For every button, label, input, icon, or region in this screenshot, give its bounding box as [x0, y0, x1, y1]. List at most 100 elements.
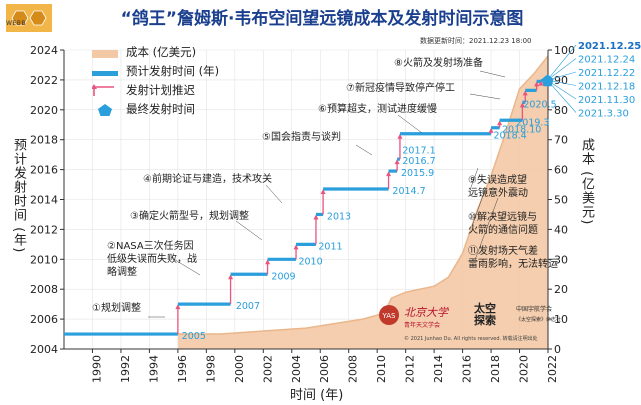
delay-arrowhead	[313, 214, 319, 220]
y2-tick-label: 80	[554, 104, 568, 117]
svg-text:YAS: YAS	[382, 312, 397, 320]
delay-arrowhead	[538, 80, 544, 86]
x-axis-label: 时间 (年)	[290, 388, 344, 403]
delay-arrowhead	[293, 244, 299, 250]
y2-tick-label: 30	[554, 253, 568, 266]
y-tick-label: 2012	[30, 223, 58, 236]
annotation-leader	[479, 70, 506, 78]
header-banner: WEBB “鸽王”詹姆斯·韦布空间望远镜成本及发射时间示意图	[0, 0, 641, 36]
y2-tick-label: 100	[554, 44, 575, 57]
right-date-label: 2021.11.30	[578, 95, 635, 106]
x-tick-label: 2020	[518, 355, 531, 383]
date-label: 2009	[271, 271, 295, 282]
date-leader-line	[547, 79, 577, 113]
delay-arrowhead	[386, 171, 392, 177]
yas-logo-icon: YAS	[379, 305, 399, 325]
final-launch-marker	[541, 74, 554, 87]
right-date-label: 2021.12.22	[578, 68, 635, 79]
x-tick-label: 1992	[119, 355, 132, 383]
y2-tick-label: 90	[554, 74, 568, 87]
pentagon-icon	[92, 103, 118, 117]
date-leader-line	[547, 58, 577, 81]
y2-tick-label: 50	[554, 194, 568, 207]
annotation-10: ⑩解决望远镜与火箭的通信问题	[468, 210, 538, 236]
y-tick-label: 2006	[30, 313, 58, 326]
x-tick-label: 1998	[204, 355, 217, 383]
delay-arrowhead	[488, 127, 494, 133]
y-tick-label: 2008	[30, 283, 58, 296]
x-tick-label: 2004	[290, 355, 303, 383]
x-tick-label: 2002	[261, 355, 274, 383]
annotation-5: ⑤国会指责与谈判	[262, 130, 341, 143]
x-tick-label: 2000	[233, 355, 246, 383]
annotation-line: 低级失误而失败，战	[107, 252, 197, 265]
date-label: 2017.1	[402, 146, 435, 157]
date-label: 2013	[327, 211, 351, 222]
delay-arrowhead	[522, 90, 528, 96]
date-label: 2005	[182, 331, 206, 342]
delay-arrowhead	[397, 133, 403, 139]
y2-tick-label: 70	[554, 134, 568, 147]
x-tick-label: 1990	[90, 355, 103, 383]
page-title: “鸽王”詹姆斯·韦布空间望远镜成本及发射时间示意图	[120, 9, 524, 29]
legend-delay-label: 发射计划推迟	[126, 83, 195, 97]
date-label: 2014.7	[392, 186, 425, 197]
y2-axis-label: 成本 (亿美元)	[579, 138, 594, 226]
delay-arrowhead	[497, 120, 503, 126]
y2-tick-label: 0	[554, 343, 561, 356]
logo-text: WEBB	[6, 20, 26, 27]
y-tick-label: 2018	[30, 134, 58, 147]
x-tick-label: 2010	[375, 355, 388, 383]
annotation-leader	[265, 184, 283, 204]
annotation-1: ①规划调整	[92, 301, 141, 314]
legend-item-cost: 成本 (亿美元)	[92, 44, 242, 63]
annotation-leader	[474, 197, 499, 261]
date-leader-line	[547, 44, 577, 81]
y-tick-label: 2024	[30, 44, 58, 57]
y2-tick-label: 60	[554, 164, 568, 177]
date-label: 2010	[298, 256, 322, 267]
annotation-line: ②NASA三次任务因	[107, 239, 194, 252]
legend-item-delay: 发射计划推迟	[91, 82, 242, 101]
x-tick-label: 2016	[461, 355, 474, 383]
annotation-leader	[397, 114, 423, 134]
y-tick-label: 2014	[30, 194, 58, 207]
annotation-leader	[235, 220, 263, 241]
right-date-label: 2021.12.25	[578, 41, 641, 52]
cost-line	[177, 55, 549, 335]
annotation-leader	[469, 167, 479, 191]
annotation-line: ④前期论证与建造，技术攻关	[143, 172, 272, 185]
annotation-line: ⑧火箭及发射场准备	[394, 56, 483, 69]
x-tick-label: 2008	[347, 355, 360, 383]
annotation-line: ⑨失误造成望	[468, 173, 527, 186]
annotation-line: 雷雨影响，无法转运	[468, 257, 558, 270]
update-time: 数据更新时间：2021.12.23 18:00	[420, 37, 532, 45]
x-tick-label: 1994	[147, 355, 160, 383]
annotation-line: ⑩解决望远镜与	[468, 210, 537, 223]
delay-arrowhead	[320, 189, 326, 195]
x-tick-label: 2012	[404, 355, 417, 383]
y-tick-label: 2004	[30, 343, 58, 356]
annotation-line: ⑦新冠疫情导致停产停工	[346, 81, 455, 94]
annotation-line: ⑪发射场天气差	[468, 244, 538, 257]
annotation-leader	[469, 93, 501, 100]
annotation-11: ⑪发射场天气差雷雨影响，无法转运	[468, 244, 558, 270]
credits-block: YAS 北京大学 青年天文学会 太空探索 中国宇航学会 《太空探索》杂志社	[378, 302, 608, 342]
right-date-label: 2021.3.30	[578, 109, 629, 120]
annotation-4: ④前期论证与建造，技术攻关	[143, 172, 272, 185]
date-label: 2018.4	[493, 131, 526, 142]
delay-arrowhead	[175, 304, 181, 310]
legend-cost-label: 成本 (亿美元)	[126, 45, 197, 59]
date-label: 2019.3	[516, 117, 549, 128]
annotation-line: 火箭的通信问题	[468, 223, 538, 236]
right-date-label: 2021.12.24	[578, 55, 635, 66]
legend-final-label: 最终发射时间	[126, 102, 195, 116]
x-tick-label: 1996	[176, 355, 189, 383]
x-tick-label: 2006	[318, 355, 331, 383]
annotation-8: ⑧火箭及发射场准备	[394, 56, 483, 69]
delay-arrowhead	[534, 81, 540, 87]
y-tick-label: 2020	[30, 104, 58, 117]
y2-tick-label: 20	[554, 283, 568, 296]
y-tick-label: 2016	[30, 164, 58, 177]
y-axis-label: 预计发射时间 (年)	[11, 138, 26, 254]
